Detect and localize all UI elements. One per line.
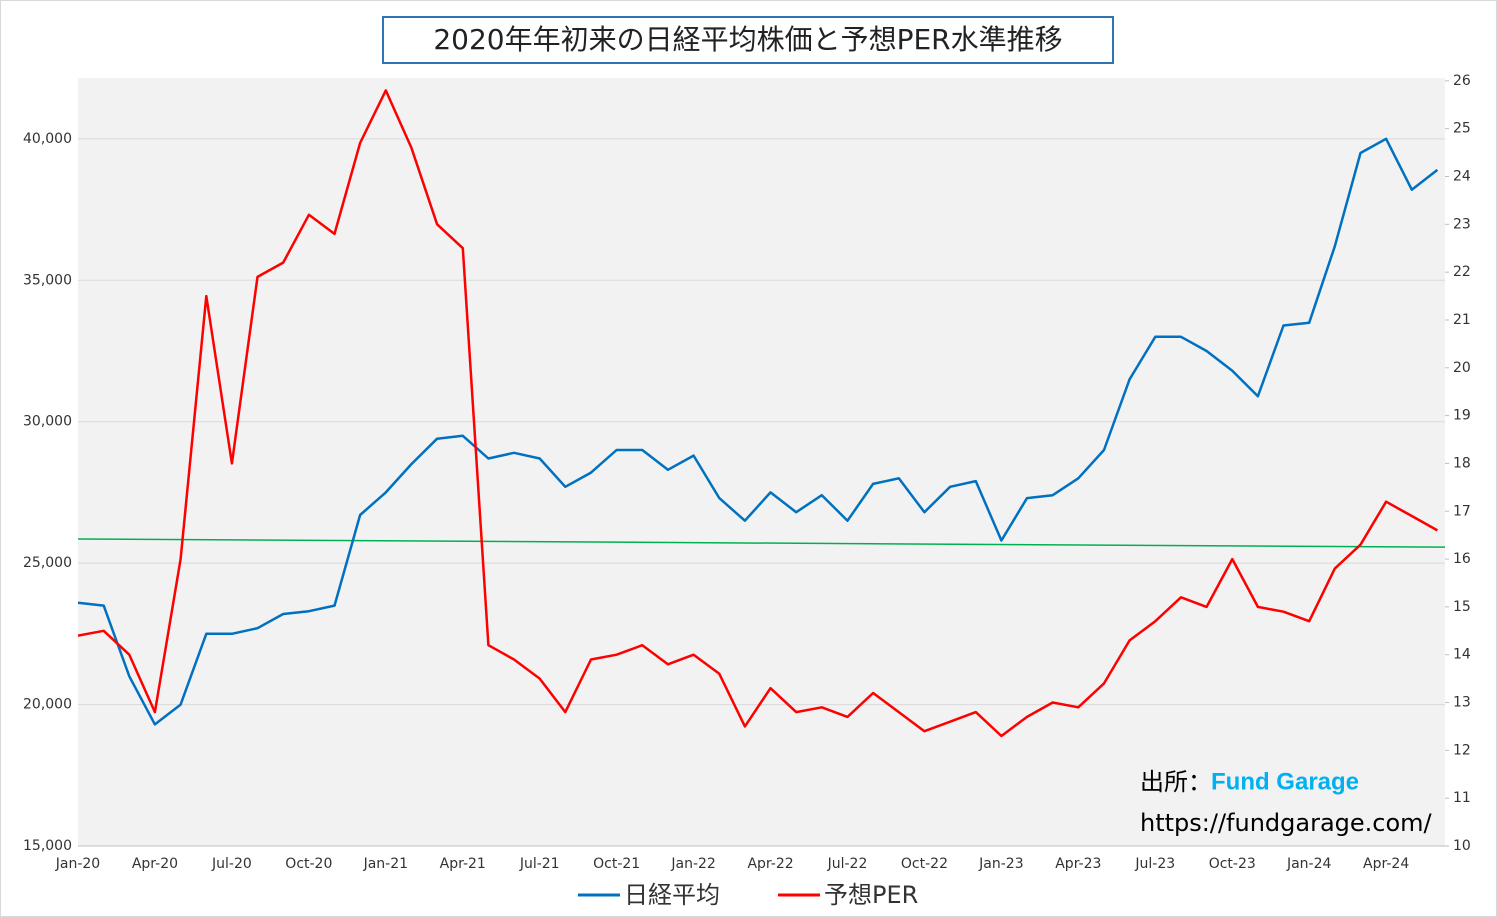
y-tick-label: 25,000 (23, 555, 72, 571)
y2-tick-label: 26 (1453, 73, 1471, 89)
series-line (78, 89, 1439, 738)
y2-tick-label: 25 (1453, 121, 1471, 137)
y2-tick-label: 18 (1453, 455, 1471, 471)
series-lines (78, 89, 1445, 738)
x-tick-label: Jul-23 (1134, 856, 1175, 872)
x-tick-label: Oct-20 (285, 856, 332, 872)
x-tick-label: Oct-22 (901, 856, 948, 872)
legend: 日経平均 予想PER (578, 881, 918, 909)
source-name: Fund Garage (1211, 768, 1359, 795)
source-label: 出所： (1140, 768, 1212, 796)
x-tick-label: Apr-24 (1363, 856, 1409, 872)
x-tick-label: Apr-21 (440, 856, 486, 872)
y-tick-label: 20,000 (23, 697, 72, 713)
y2-tick-label: 13 (1453, 695, 1471, 711)
y2-tick-label: 17 (1453, 503, 1471, 519)
x-tick-label: Apr-23 (1055, 856, 1101, 872)
reference-line (78, 538, 1445, 548)
plot-area (78, 78, 1445, 846)
y2-tick-label: 16 (1453, 551, 1471, 567)
y-tick-label: 15,000 (23, 838, 72, 854)
y2-tick-label: 20 (1453, 360, 1471, 376)
x-tick-label: Oct-21 (593, 856, 640, 872)
y2-tick-label: 10 (1453, 838, 1471, 854)
x-tick-label: Jan-21 (363, 856, 408, 872)
y-tick-label: 35,000 (23, 272, 72, 288)
x-tick-label: Apr-22 (747, 856, 793, 872)
y2-tick-label: 21 (1453, 312, 1471, 328)
y2-tick-label: 11 (1453, 790, 1471, 806)
series-line (78, 137, 1439, 726)
y2-tick-label: 14 (1453, 647, 1471, 663)
legend-label: 予想PER (824, 881, 918, 909)
title-box (382, 16, 1114, 64)
legend-label: 日経平均 (624, 881, 720, 909)
y2-tick-label: 15 (1453, 599, 1471, 615)
y2-tick-label: 23 (1453, 216, 1471, 232)
y-tick-label: 30,000 (23, 414, 72, 430)
x-tick-label: Oct-23 (1209, 856, 1256, 872)
y2-tick-label: 12 (1453, 742, 1471, 758)
x-tick-label: Jan-24 (1286, 856, 1332, 872)
y2-tick-label: 22 (1453, 264, 1471, 280)
x-tick-label: Jul-21 (519, 856, 560, 872)
grid (78, 80, 1449, 847)
x-tick-label: Apr-20 (132, 856, 178, 872)
x-tick-label: Jan-23 (978, 856, 1023, 872)
y-tick-label: 40,000 (23, 131, 72, 147)
x-tick-label: Jul-22 (827, 856, 868, 872)
y2-tick-label: 24 (1453, 169, 1471, 185)
x-tick-label: Jul-20 (211, 856, 252, 872)
x-tick-label: Jan-20 (55, 856, 100, 872)
x-tick-label: Jan-22 (670, 856, 715, 872)
source-url: https://fundgarage.com/ (1140, 809, 1433, 837)
y2-tick-label: 19 (1453, 408, 1471, 424)
chart-title: 2020年年初来の日経平均株価と予想PER水準推移 (433, 23, 1062, 56)
